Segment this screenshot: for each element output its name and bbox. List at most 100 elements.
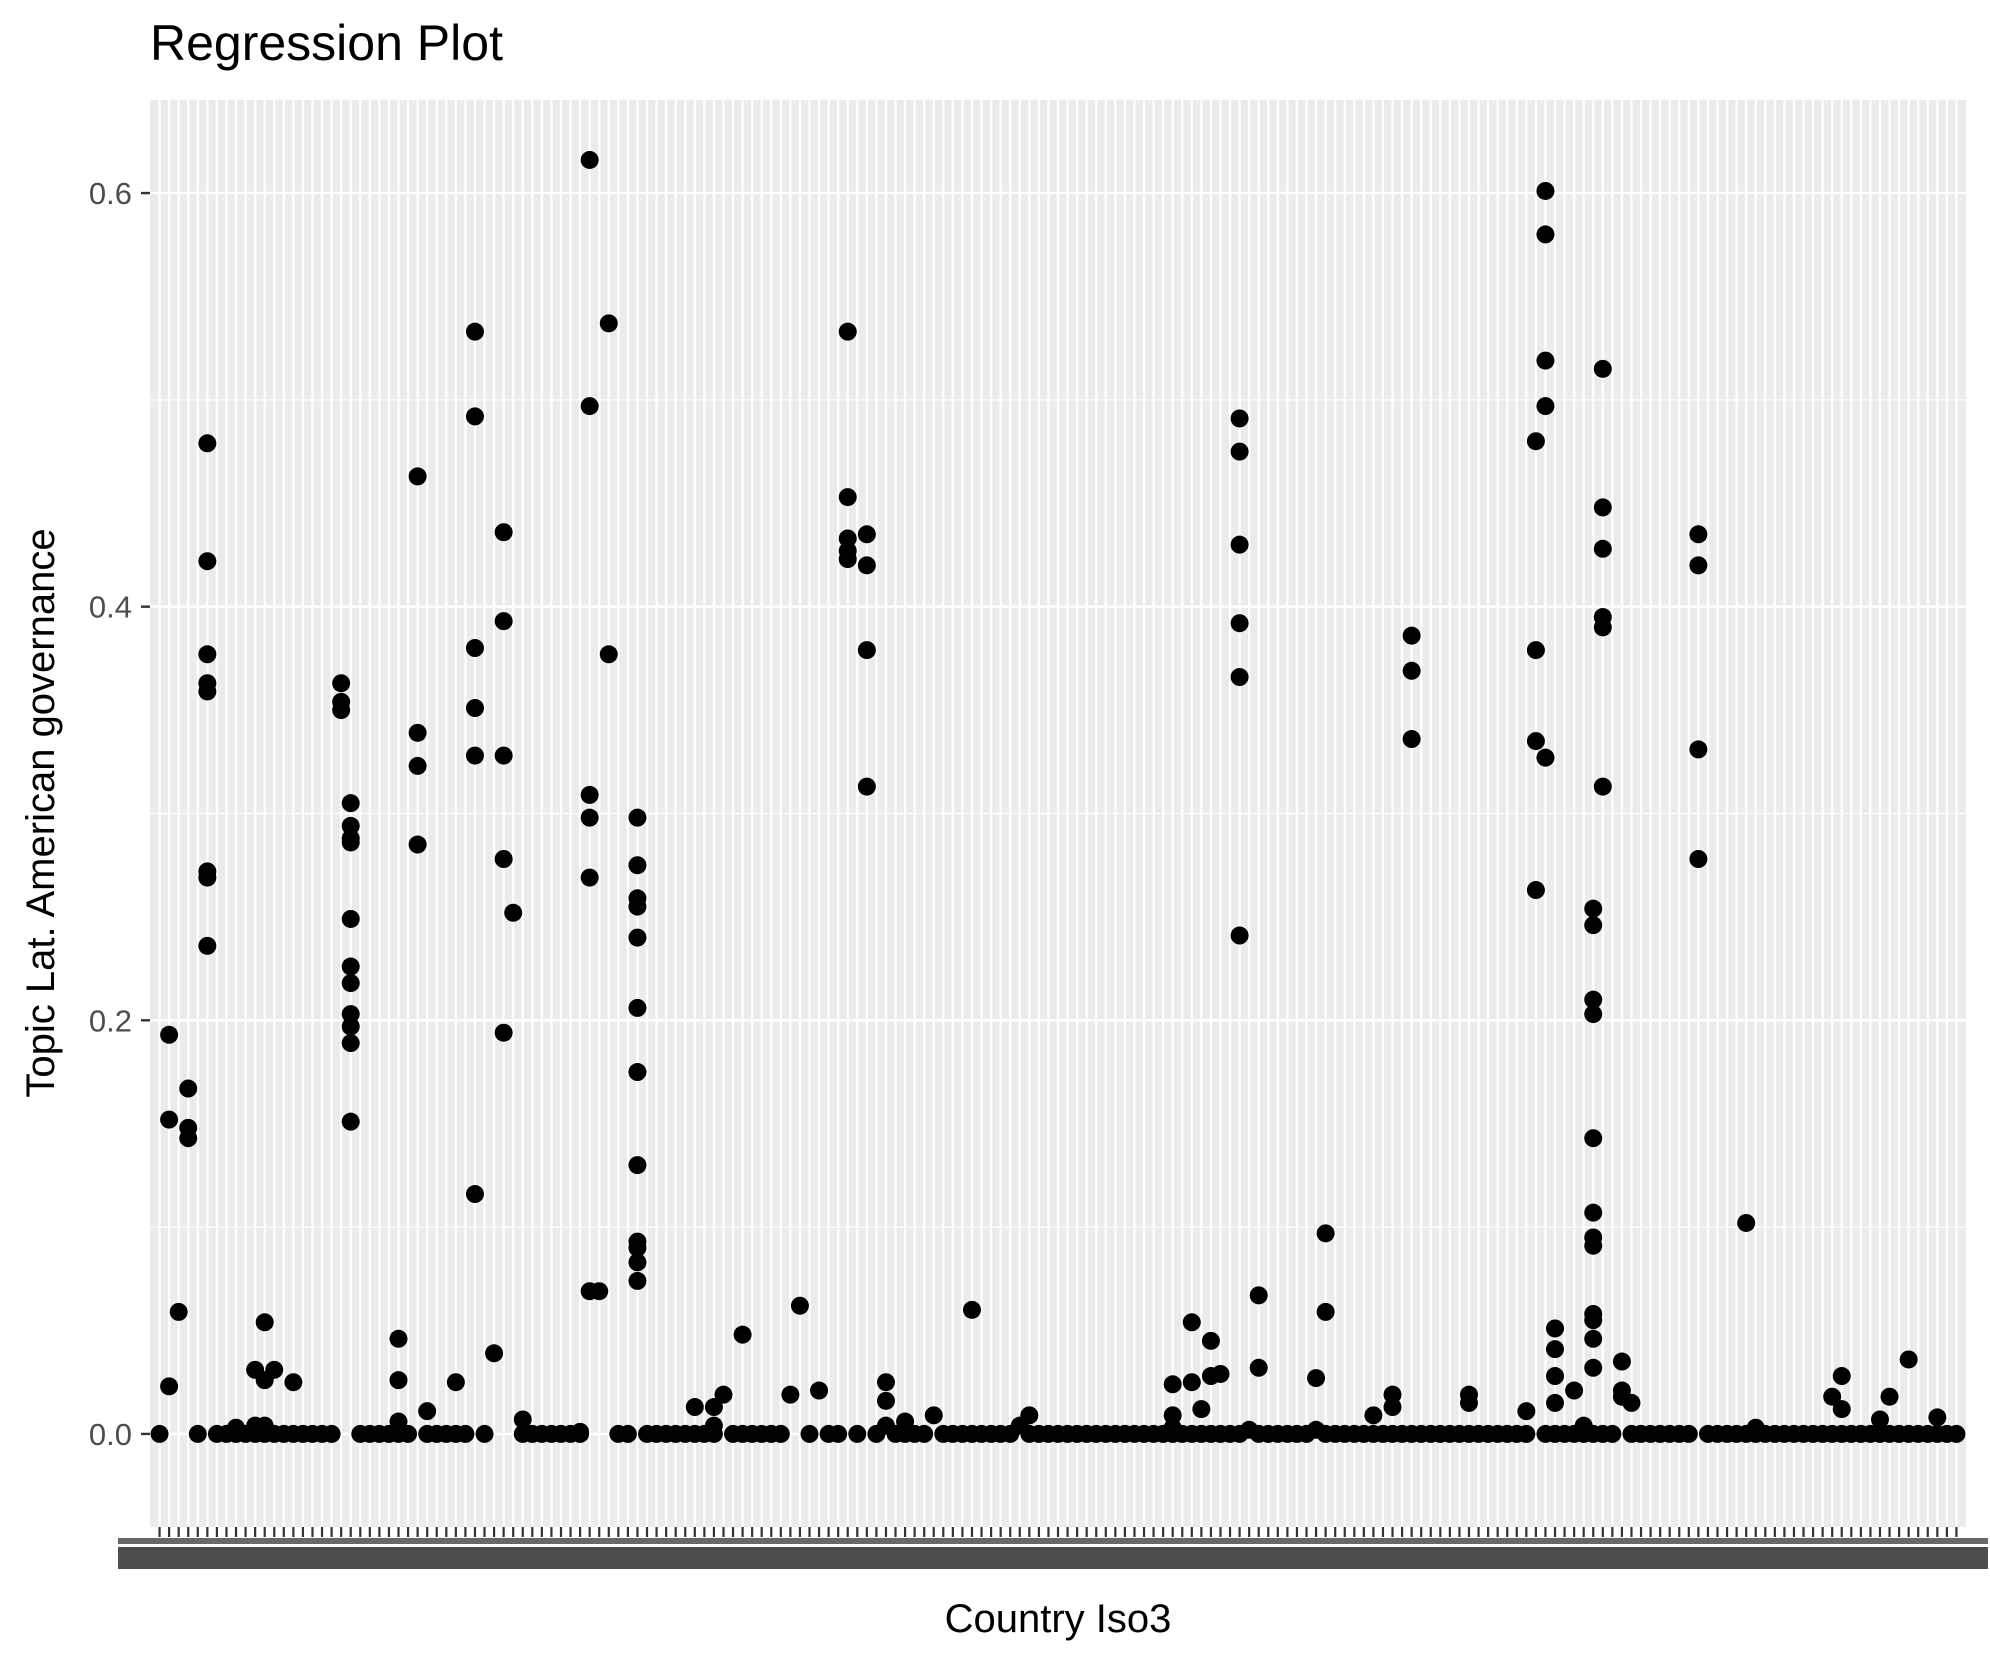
data-point [1526, 881, 1545, 900]
data-point [590, 1282, 609, 1301]
data-point [618, 1424, 637, 1443]
data-point [628, 1253, 647, 1272]
data-point [838, 529, 857, 548]
data-point [408, 467, 427, 486]
data-point [1584, 1005, 1603, 1024]
data-point [962, 1300, 981, 1319]
y-tick-label: 0.4 [89, 590, 132, 625]
data-point [1536, 748, 1555, 767]
data-point [389, 1329, 408, 1348]
data-point [1584, 1329, 1603, 1348]
data-point [838, 550, 857, 569]
data-point [475, 1424, 494, 1443]
data-point [1402, 661, 1421, 680]
data-point [1947, 1424, 1966, 1443]
data-point [1832, 1400, 1851, 1419]
data-point [1364, 1406, 1383, 1425]
data-point [685, 1398, 704, 1417]
data-point [915, 1424, 934, 1443]
data-point [628, 998, 647, 1017]
data-point [1249, 1358, 1268, 1377]
data-point [1230, 409, 1249, 428]
data-point [857, 641, 876, 660]
data-point [1230, 614, 1249, 633]
data-point [1584, 1358, 1603, 1377]
data-point [810, 1381, 829, 1400]
x-axis-title: Country Iso3 [945, 1597, 1172, 1641]
data-point [485, 1344, 504, 1363]
data-point [494, 746, 513, 765]
data-point [341, 1034, 360, 1053]
data-point [857, 556, 876, 575]
data-point [1402, 626, 1421, 645]
data-point [628, 1238, 647, 1257]
data-point [1536, 351, 1555, 370]
data-point [1737, 1213, 1756, 1232]
data-point [1870, 1410, 1889, 1429]
data-point [465, 699, 484, 718]
data-point [332, 674, 351, 693]
data-point [341, 833, 360, 852]
data-point [1182, 1313, 1201, 1332]
data-point [494, 1023, 513, 1042]
data-point [1546, 1319, 1565, 1338]
data-point [1593, 359, 1612, 378]
data-point [848, 1424, 867, 1443]
data-point [341, 1017, 360, 1036]
data-point [465, 1185, 484, 1204]
data-point [408, 756, 427, 775]
data-point [1517, 1402, 1536, 1421]
data-point [1307, 1369, 1326, 1388]
x-tick-label-band [118, 1538, 1988, 1544]
data-point [838, 488, 857, 507]
data-point [1593, 539, 1612, 558]
data-point [198, 682, 217, 701]
data-point [1517, 1424, 1536, 1443]
data-point [179, 1079, 198, 1098]
data-point [1832, 1367, 1851, 1386]
data-point [198, 434, 217, 453]
data-point [504, 903, 523, 922]
x-axis [118, 1527, 1988, 1569]
data-point [1230, 668, 1249, 687]
chart-title: Regression Plot [150, 15, 503, 71]
data-point [456, 1424, 475, 1443]
data-point [829, 1424, 848, 1443]
data-point [1526, 432, 1545, 451]
data-point [1192, 1400, 1211, 1419]
data-point [800, 1424, 819, 1443]
data-point [1536, 397, 1555, 416]
data-point [1593, 498, 1612, 517]
data-point [1383, 1385, 1402, 1404]
data-point [465, 322, 484, 341]
data-point [857, 777, 876, 796]
data-point [1230, 442, 1249, 461]
data-point [1593, 618, 1612, 637]
data-point [704, 1398, 723, 1417]
data-point [628, 1156, 647, 1175]
data-point [322, 1424, 341, 1443]
data-point [1201, 1331, 1220, 1350]
data-point [1622, 1393, 1641, 1412]
data-point [628, 897, 647, 916]
data-point [896, 1412, 915, 1431]
data-point [1230, 535, 1249, 554]
data-point [1689, 740, 1708, 759]
data-point [1163, 1406, 1182, 1425]
data-point [838, 322, 857, 341]
data-point [1249, 1286, 1268, 1305]
data-point [465, 746, 484, 765]
data-point [1584, 1236, 1603, 1255]
data-point [1536, 181, 1555, 200]
data-point [446, 1373, 465, 1392]
y-tick-label: 0.2 [89, 1003, 132, 1038]
data-point [198, 552, 217, 571]
data-point [408, 723, 427, 742]
data-point [599, 645, 618, 664]
data-point [1459, 1393, 1478, 1412]
data-point [1880, 1387, 1899, 1406]
data-point [198, 936, 217, 955]
data-point [1584, 916, 1603, 935]
data-point [876, 1373, 895, 1392]
